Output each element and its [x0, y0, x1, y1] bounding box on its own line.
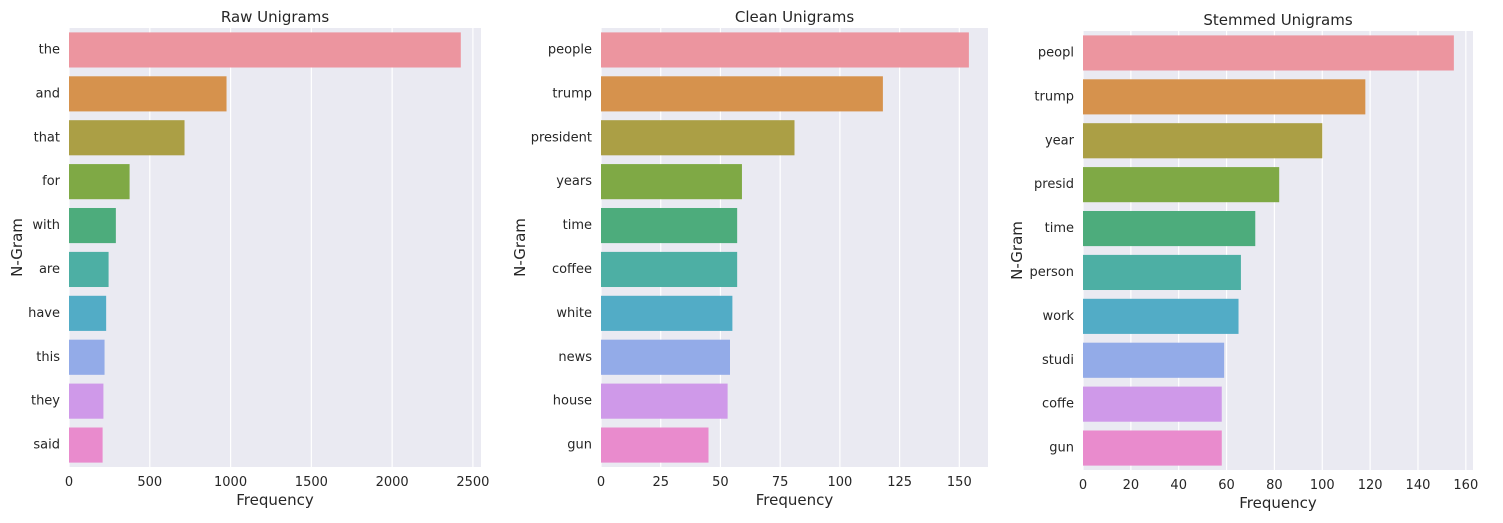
category-label: people [548, 42, 592, 57]
category-label: this [36, 350, 60, 365]
x-tick-label: 150 [947, 475, 972, 490]
x-tick-label: 500 [137, 475, 162, 490]
bar-years [601, 164, 742, 200]
x-axis-label: Frequency [1239, 494, 1317, 512]
chart-title: Raw Unigrams [221, 8, 329, 26]
category-label: time [563, 218, 592, 233]
x-tick-label: 75 [772, 475, 789, 490]
category-label: years [556, 174, 592, 189]
bar-and [69, 76, 227, 112]
category-label: white [556, 306, 592, 321]
bar-gun [601, 427, 709, 463]
x-tick-label: 160 [1453, 478, 1478, 493]
x-tick-label: 1000 [214, 475, 247, 490]
x-tick-label: 0 [65, 475, 73, 490]
category-label: coffe [1042, 397, 1074, 412]
x-tick-label: 20 [1123, 478, 1140, 493]
x-tick-label: 125 [887, 475, 912, 490]
chart-title: Clean Unigrams [735, 8, 854, 26]
bar-peopl [1083, 35, 1454, 71]
x-tick-label: 100 [827, 475, 852, 490]
category-label: president [531, 130, 592, 145]
bar-work [1083, 298, 1239, 334]
category-label: year [1045, 133, 1075, 148]
bar-coffee [601, 251, 738, 288]
category-label: house [553, 394, 592, 409]
x-tick-label: 50 [712, 475, 729, 490]
bar-they [69, 383, 104, 419]
x-axis-label: Frequency [756, 491, 834, 509]
category-label: studi [1042, 353, 1074, 368]
bar-are [69, 251, 109, 288]
x-tick-label: 40 [1170, 478, 1187, 493]
chart-panel-1: the and that for with are have this they said 0 500… [8, 8, 489, 509]
category-label: with [32, 218, 60, 233]
bar-white [601, 295, 733, 331]
category-label: and [36, 86, 60, 101]
category-label: peopl [1038, 45, 1074, 60]
category-label: trump [552, 86, 592, 101]
bar-time [1083, 210, 1256, 247]
category-label: trump [1034, 89, 1074, 104]
category-label: for [42, 174, 61, 189]
category-label: time [1045, 221, 1074, 236]
bar-year [1083, 123, 1323, 159]
category-label: coffee [552, 262, 592, 277]
bar-with [69, 207, 116, 244]
bar-that [69, 120, 185, 156]
x-tick-label: 1500 [295, 475, 328, 490]
x-tick-label: 2000 [376, 475, 409, 490]
x-axis-label: Frequency [236, 491, 314, 509]
category-label: said [33, 438, 60, 453]
category-label: presid [1034, 177, 1074, 192]
bar-house [601, 383, 728, 419]
bar-gun [1083, 430, 1222, 466]
x-tick-label: 120 [1358, 478, 1383, 493]
bar-have [69, 295, 107, 331]
x-tick-label: 0 [1079, 478, 1087, 493]
category-label: person [1029, 265, 1074, 280]
category-label: the [39, 42, 60, 57]
y-axis-label: N-Gram [8, 218, 26, 277]
x-tick-label: 100 [1310, 478, 1335, 493]
bar-said [69, 427, 103, 463]
chart-panel-2: people trump president years time coffee white… [511, 8, 988, 509]
bar-news [601, 339, 730, 375]
bar-president [601, 120, 795, 156]
x-tick-label: 140 [1406, 478, 1431, 493]
x-tick-label: 25 [652, 475, 669, 490]
bar-trump [601, 76, 883, 112]
bar-for [69, 164, 130, 200]
bar-coffe [1083, 386, 1222, 422]
category-label: that [34, 130, 60, 145]
category-label: they [31, 394, 60, 409]
x-tick-label: 2500 [456, 475, 489, 490]
bar-people [601, 32, 969, 68]
category-label: gun [1049, 441, 1074, 456]
category-label: have [28, 306, 60, 321]
y-axis-label: N-Gram [1008, 221, 1026, 280]
y-axis-label: N-Gram [511, 218, 529, 277]
x-tick-label: 80 [1266, 478, 1283, 493]
chart-panel-3: peopl trump year presid time person work studi c… [1008, 11, 1478, 512]
x-tick-label: 0 [597, 475, 605, 490]
bar-the [69, 32, 461, 68]
category-label: news [558, 350, 592, 365]
bar-studi [1083, 342, 1225, 378]
category-label: work [1043, 309, 1075, 324]
bar-presid [1083, 167, 1280, 203]
bar-time [601, 207, 738, 244]
bar-person [1083, 254, 1241, 291]
bar-this [69, 339, 105, 375]
x-tick-label: 60 [1218, 478, 1235, 493]
category-label: are [39, 262, 60, 277]
category-label: gun [567, 438, 592, 453]
bar-trump [1083, 79, 1366, 115]
chart-title: Stemmed Unigrams [1203, 11, 1353, 29]
